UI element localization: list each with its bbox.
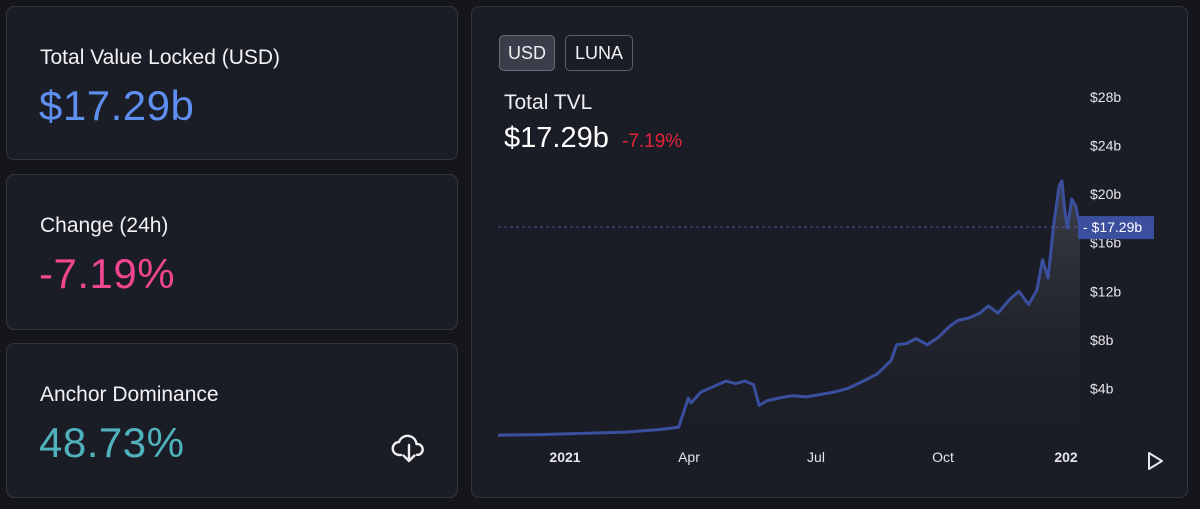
y-tick-label: $8b bbox=[1090, 332, 1114, 348]
chart-change-value: -7.19% bbox=[622, 131, 682, 152]
tvl-area bbox=[498, 180, 1080, 438]
x-tick-label: Apr bbox=[678, 449, 700, 465]
dominance-card: Anchor Dominance 48.73% bbox=[6, 343, 458, 498]
luna-toggle-button[interactable]: LUNA bbox=[565, 35, 633, 71]
tvl-chart-card: USD LUNA Total TVL $17.29b -7.19% $4b $8b… bbox=[471, 6, 1188, 498]
change-card: Change (24h) -7.19% bbox=[6, 174, 458, 330]
change-value: -7.19% bbox=[39, 250, 176, 297]
y-tick-label: $4b bbox=[1090, 380, 1114, 396]
tvl-card: Total Value Locked (USD) $17.29b bbox=[6, 6, 458, 160]
y-tick-label: $12b bbox=[1090, 283, 1121, 299]
play-icon[interactable] bbox=[1144, 449, 1166, 473]
y-tick-label: $28b bbox=[1090, 89, 1121, 105]
y-tick-label: $20b bbox=[1090, 186, 1121, 202]
change-label: Change (24h) bbox=[40, 214, 169, 237]
x-tick-label: Oct bbox=[932, 449, 954, 465]
price-tag-label: - $17.29b bbox=[1083, 219, 1142, 235]
dominance-value: 48.73% bbox=[39, 419, 185, 466]
tvl-value: $17.29b bbox=[39, 82, 195, 129]
tvl-label: Total Value Locked (USD) bbox=[40, 46, 281, 69]
price-tag bbox=[1078, 216, 1154, 240]
cloud-download-icon[interactable] bbox=[391, 430, 427, 466]
x-tick-label: 2021 bbox=[549, 449, 580, 465]
x-tick-label: Jul bbox=[807, 449, 825, 465]
dominance-label: Anchor Dominance bbox=[40, 383, 219, 406]
x-tick-label: 202 bbox=[1054, 449, 1078, 465]
tvl-line bbox=[497, 179, 1082, 437]
chart-current-value: $17.29b bbox=[504, 122, 609, 154]
y-tick-label: $24b bbox=[1090, 138, 1121, 154]
chart-title: Total TVL bbox=[504, 91, 592, 114]
usd-toggle-button[interactable]: USD bbox=[499, 35, 555, 71]
tvl-chart: Total TVL $17.29b -7.19% $4b$8b$12b$16b$… bbox=[497, 89, 1154, 465]
